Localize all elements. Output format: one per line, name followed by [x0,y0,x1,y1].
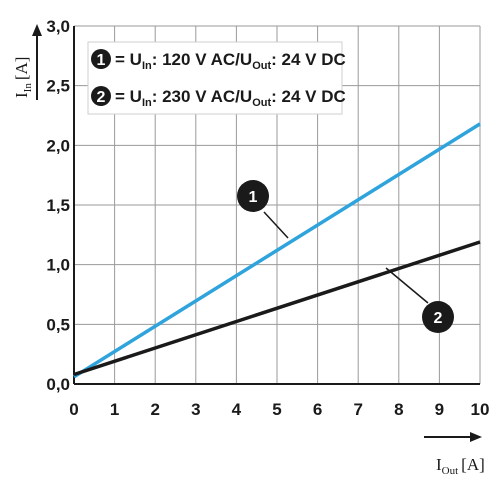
legend: 1 = UIn: 120 V AC/UOut: 24 V DC 2 = UIn:… [87,41,346,115]
legend-marker-2 [91,86,111,106]
y-tick-label: 2,5 [46,77,70,96]
x-axis-label-sub: Out [442,465,459,477]
y-axis-label-main: I [12,92,31,98]
x-tick-label: 5 [272,400,281,419]
y-axis-label: IIn [A] [12,24,42,100]
callout-1-marker [237,180,269,212]
tick-labels: 0 1 2 3 4 5 6 7 8 9 10 0,0 0,5 1,0 1,5 2,0 2,5 3,0 [46,17,489,419]
series-line-2 [73,240,481,377]
svg-text:IIn[A]: IIn [A] [12,57,34,98]
y-tick-label: 1,5 [46,196,70,215]
svg-text:= UIn: 230 V AC/UOut: 24 V DC: = UIn: 230 V AC/UOut: 24 V DC [115,87,346,109]
legend-1-pre: = U [115,50,142,69]
callout-2: 2 [385,267,454,333]
series-lines [73,122,481,379]
y-tick-label: 0,0 [46,375,70,394]
legend-1-sub-out: Out [252,60,271,72]
x-tick-label: 1 [110,400,119,419]
legend-marker-1-label: 1 [97,52,106,69]
x-tick-label: 3 [191,400,200,419]
x-tick-label: 0 [69,400,78,419]
legend-marker-2-label: 2 [97,89,106,106]
legend-1-post: : 24 V DC [271,50,346,69]
y-axis-label-sub: In [22,83,34,93]
legend-2-post: : 24 V DC [271,87,346,106]
callout-1-label: 1 [249,189,258,206]
x-tick-label: 2 [150,400,159,419]
x-axis-label: IOut [A] [424,432,485,477]
x-tick-label: 6 [313,400,322,419]
legend-1-mid: : 120 V AC/U [152,50,252,69]
y-axis-label-unit: [A] [12,57,31,81]
x-axis-label-unit: [A] [461,455,485,474]
callout-2-label: 2 [434,310,443,327]
legend-2-sub-out: Out [252,97,271,109]
legend-entry-2: 2 = UIn: 230 V AC/UOut: 24 V DC [91,86,346,109]
x-tick-label: 4 [232,400,242,419]
legend-2-pre: = U [115,87,142,106]
legend-1-sub-in: In [142,60,152,72]
y-tick-label: 1,0 [46,256,70,275]
callout-1: 1 [237,180,289,239]
x-tick-label: 8 [394,400,403,419]
series-line-1 [73,122,481,379]
legend-marker-1 [91,49,111,69]
callout-2-marker [422,301,454,333]
legend-2-mid: : 230 V AC/U [152,87,252,106]
y-tick-label: 2,0 [46,136,70,155]
legend-entry-1: 1 = UIn: 120 V AC/UOut: 24 V DC [91,49,346,72]
x-tick-label: 7 [353,400,362,419]
x-tick-label: 9 [435,400,444,419]
svg-text:= UIn: 120 V AC/UOut: 24 V DC: = UIn: 120 V AC/UOut: 24 V DC [115,50,346,72]
y-tick-label: 0,5 [46,315,70,334]
y-tick-label: 3,0 [46,17,70,36]
svg-text:IOut[A]: IOut [A] [436,455,485,477]
legend-2-sub-in: In [142,97,152,109]
x-tick-label: 10 [471,400,490,419]
x-axis-label-main: I [436,455,442,474]
